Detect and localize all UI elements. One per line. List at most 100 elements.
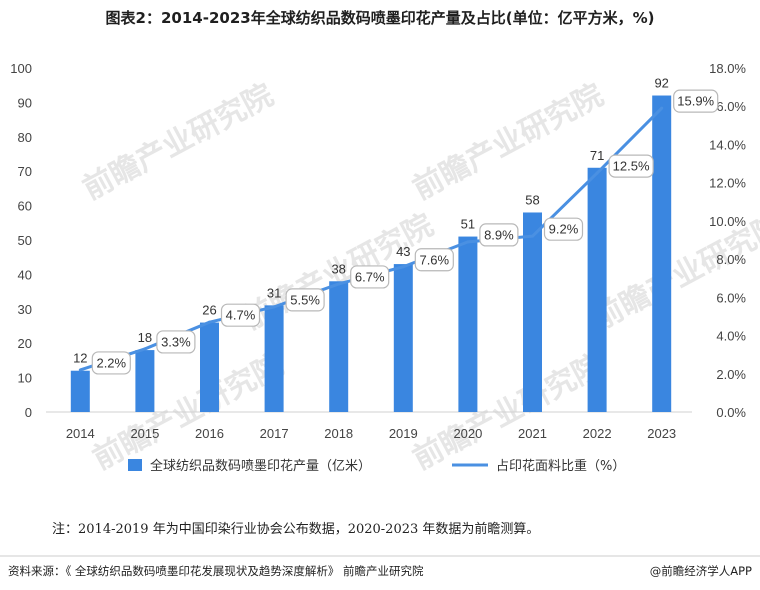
left-axis-tick-label: 0 bbox=[25, 405, 32, 420]
percent-label: 12.5% bbox=[613, 159, 650, 174]
bar-value-label: 58 bbox=[525, 192, 539, 207]
percent-callout-box bbox=[608, 154, 654, 178]
right-axis-tick-label: 14.0% bbox=[709, 137, 746, 152]
legend: 全球纺织品数码喷墨印花产量（亿米） 占印花面料比重（%） bbox=[128, 458, 625, 474]
left-axis-tick-label: 100 bbox=[10, 61, 32, 76]
percent-callout: 7.6% bbox=[414, 248, 454, 272]
x-axis-ticks: 2014 2015 2016 2017 2018 2019 2020 2021 2022 2023 bbox=[66, 426, 676, 441]
bar-series bbox=[70, 95, 672, 413]
right-axis-tick-label: 18.0% bbox=[709, 61, 746, 76]
legend-bar-swatch bbox=[128, 459, 142, 471]
bar-value-label: 43 bbox=[396, 244, 410, 259]
percent-callout: 2.2% bbox=[91, 351, 131, 375]
percent-label: 7.6% bbox=[419, 252, 449, 267]
percent-callout-box bbox=[156, 330, 196, 354]
chart-title: 图表2：2014-2023年全球纺织品数码喷墨印花产量及占比(单位：亿平方米，%… bbox=[106, 9, 655, 27]
left-axis-tick-label: 50 bbox=[18, 233, 32, 248]
bar-value-label: 26 bbox=[202, 303, 216, 318]
percent-callout-box bbox=[285, 288, 325, 312]
percent-callout: 8.9% bbox=[479, 223, 519, 247]
percent-callout-box bbox=[673, 89, 719, 113]
x-axis-tick-label: 2016 bbox=[195, 426, 224, 441]
percent-callout-box bbox=[350, 265, 390, 289]
brand-text: @前瞻经济学人APP bbox=[650, 564, 752, 578]
percent-callout: 5.5% bbox=[285, 288, 325, 312]
line-point bbox=[660, 106, 664, 110]
x-axis-tick-label: 2022 bbox=[583, 426, 612, 441]
left-axis-tick-label: 30 bbox=[18, 302, 32, 317]
bar bbox=[70, 370, 90, 412]
bar-value-labels: 12 18 26 31 38 43 51 58 71 92 bbox=[73, 76, 669, 366]
line-point bbox=[531, 234, 534, 238]
bar bbox=[264, 305, 284, 412]
right-axis-tick-label: 4.0% bbox=[716, 329, 746, 344]
legend-bar-label: 全球纺织品数码喷墨印花产量（亿米） bbox=[150, 458, 371, 474]
source-text: 资料来源：《 全球纺织品数码喷墨印花发展现状及趋势深度解析》 前瞻产业研究院 bbox=[8, 564, 424, 578]
left-axis: 0 10 20 30 40 50 60 70 80 90 100 bbox=[10, 61, 32, 420]
watermark-logo: 前瞻产业研究院 bbox=[407, 78, 609, 207]
percent-label: 3.3% bbox=[161, 334, 191, 349]
right-axis-tick-label: 8.0% bbox=[716, 252, 746, 267]
bar-value-label: 31 bbox=[267, 285, 281, 300]
bar bbox=[329, 281, 349, 412]
bar bbox=[135, 350, 155, 412]
percent-callout-box bbox=[220, 303, 261, 327]
percent-label: 9.2% bbox=[549, 222, 579, 237]
right-axis-tick-label: 2.0% bbox=[716, 367, 746, 382]
left-axis-tick-label: 90 bbox=[18, 95, 32, 110]
left-axis-tick-label: 60 bbox=[18, 199, 32, 214]
watermark-logo: 前瞻产业研究院 bbox=[77, 78, 279, 207]
percent-label: 4.7% bbox=[226, 308, 256, 323]
left-axis-tick-label: 80 bbox=[18, 130, 32, 145]
percent-callout-box bbox=[414, 248, 454, 272]
percent-callout: 6.7% bbox=[350, 265, 390, 289]
bar bbox=[458, 236, 478, 412]
x-axis-tick-label: 2014 bbox=[66, 426, 95, 441]
left-axis-tick-label: 70 bbox=[18, 164, 32, 179]
percent-callout: 12.5% bbox=[608, 154, 654, 178]
right-axis-tick-label: 16.0% bbox=[709, 99, 746, 114]
percent-label: 5.5% bbox=[290, 292, 320, 307]
percent-callout: 9.2% bbox=[543, 217, 584, 241]
left-axis-tick-label: 20 bbox=[18, 336, 32, 351]
x-axis-tick-label: 2019 bbox=[389, 426, 418, 441]
bar bbox=[587, 167, 607, 412]
x-axis-tick-label: 2023 bbox=[647, 426, 676, 441]
x-axis-tick-label: 2017 bbox=[260, 426, 289, 441]
percent-callout-box bbox=[91, 351, 131, 375]
percent-label: 6.7% bbox=[355, 269, 385, 284]
line-point bbox=[466, 240, 470, 244]
line-point bbox=[143, 347, 147, 351]
bar-value-label: 51 bbox=[461, 217, 475, 232]
line-point bbox=[208, 320, 211, 324]
percent-label: 15.9% bbox=[677, 94, 714, 109]
percent-callout-box bbox=[543, 217, 584, 241]
percent-callout: 15.9% bbox=[673, 89, 719, 113]
percent-callout: 4.7% bbox=[220, 303, 261, 327]
right-axis-tick-label: 10.0% bbox=[709, 214, 746, 229]
left-axis-tick-label: 10 bbox=[18, 371, 32, 386]
bar-value-label: 71 bbox=[590, 148, 604, 163]
x-axis-tick-label: 2015 bbox=[130, 426, 159, 441]
bar bbox=[393, 264, 413, 412]
footnote: 注：2014-2019 年为中国印染行业协会公布数据，2020-2023 年数据… bbox=[52, 521, 539, 537]
line-point bbox=[337, 282, 341, 286]
right-axis-tick-label: 0.0% bbox=[716, 405, 746, 420]
percent-labels: 2.2% 3.3% 4.7% 5.5% 6.7% 7.6% 8.9% 9.2% 12.5% 15.… bbox=[91, 89, 719, 375]
bar-value-label: 38 bbox=[331, 261, 345, 276]
percent-callout-box bbox=[479, 223, 519, 247]
line-point bbox=[78, 368, 82, 372]
bar bbox=[652, 95, 672, 413]
x-axis-tick-label: 2020 bbox=[453, 426, 482, 441]
bar bbox=[200, 322, 219, 412]
percent-callout: 3.3% bbox=[156, 330, 196, 354]
legend-line-label: 占印花面料比重（%） bbox=[496, 458, 625, 474]
line-point bbox=[595, 171, 599, 175]
line-point bbox=[272, 305, 276, 309]
percent-label: 8.9% bbox=[484, 227, 514, 242]
x-axis-tick-label: 2018 bbox=[324, 426, 353, 441]
percent-label: 2.2% bbox=[96, 355, 126, 370]
bar-value-label: 18 bbox=[138, 330, 152, 345]
right-axis: 0.0% 2.0% 4.0% 6.0% 8.0% 10.0% 12.0% 14.0% 16.0%… bbox=[709, 61, 746, 420]
